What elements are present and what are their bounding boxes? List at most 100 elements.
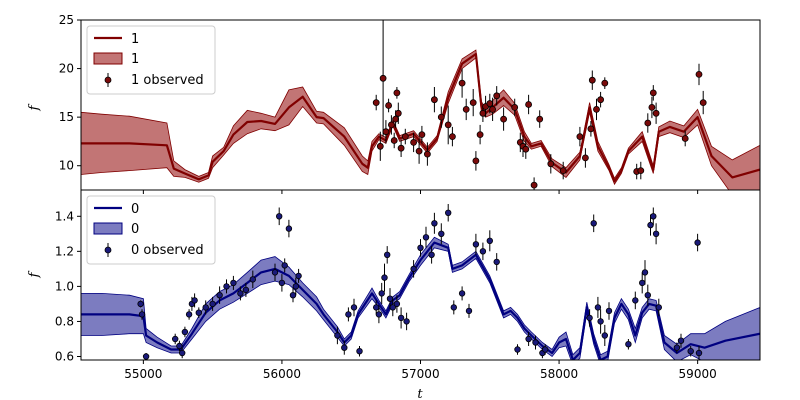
bot-observed-point bbox=[625, 339, 632, 350]
bottom-y-ticks: 0.6 0.8 1.0 1.2 1.4 bbox=[55, 209, 81, 363]
top-observed-point bbox=[652, 102, 660, 124]
top-uncertainty-band bbox=[81, 49, 760, 190]
top-point-marker bbox=[458, 79, 466, 87]
bot-observed-point bbox=[465, 303, 473, 318]
bot-observed-point bbox=[356, 346, 363, 357]
top-observed-point bbox=[379, 20, 387, 137]
bot-point-marker bbox=[178, 349, 186, 357]
bot-observed-point bbox=[652, 223, 660, 245]
top-point-marker bbox=[462, 106, 470, 113]
bot-point-marker bbox=[652, 230, 660, 237]
bot-observed-point bbox=[586, 309, 593, 327]
bot-observed-point bbox=[341, 340, 348, 355]
top-point-marker bbox=[587, 125, 595, 133]
bot-point-marker bbox=[386, 295, 394, 302]
bot-point-marker bbox=[271, 269, 279, 276]
bot-observed-point bbox=[378, 282, 385, 304]
top-observed-point bbox=[382, 120, 390, 144]
bottom-legend-band-label: 0 bbox=[131, 222, 139, 237]
bot-point-marker bbox=[479, 248, 487, 255]
top-point-marker bbox=[423, 150, 431, 158]
bot-x-tick-label: 55000 bbox=[124, 367, 162, 381]
bottom-legend-band-swatch bbox=[93, 222, 123, 235]
top-observed-point bbox=[530, 177, 538, 190]
top-plot-area bbox=[81, 20, 760, 190]
top-point-marker bbox=[401, 133, 409, 141]
bot-point-marker bbox=[237, 290, 244, 297]
top-point-marker bbox=[418, 131, 426, 139]
bot-observed-point bbox=[202, 300, 209, 315]
bot-observed-point bbox=[138, 309, 146, 320]
top-point-marker bbox=[500, 115, 508, 123]
top-observed-point bbox=[385, 98, 393, 113]
bottom-legend-point-swatch bbox=[104, 246, 112, 254]
bot-observed-point bbox=[673, 342, 681, 353]
bot-observed-point bbox=[249, 270, 256, 289]
top-observed-point bbox=[401, 128, 409, 145]
top-y-tick-label: 10 bbox=[59, 159, 74, 173]
bot-point-marker bbox=[647, 221, 654, 229]
top-point-marker bbox=[644, 119, 652, 127]
top-observed-point bbox=[458, 68, 466, 98]
bot-point-marker bbox=[276, 213, 283, 220]
bot-y-tick-label: 0.6 bbox=[55, 349, 74, 363]
top-point-marker bbox=[387, 121, 395, 129]
bot-observed-point bbox=[345, 307, 352, 322]
top-observed-point bbox=[415, 138, 423, 164]
top-observed-point bbox=[376, 131, 384, 161]
bot-observed-point bbox=[403, 312, 410, 331]
top-point-marker bbox=[437, 113, 445, 121]
top-point-marker bbox=[444, 121, 452, 129]
bot-point-marker bbox=[384, 251, 391, 258]
top-observed-point bbox=[695, 63, 703, 86]
top-observed-point bbox=[423, 142, 431, 166]
bot-point-marker bbox=[171, 335, 179, 343]
bot-observed-point bbox=[281, 258, 288, 273]
top-point-marker bbox=[597, 96, 604, 104]
top-point-marker bbox=[415, 147, 423, 155]
top-observed-point bbox=[489, 97, 497, 121]
bot-point-marker bbox=[191, 297, 198, 304]
top-observed-point bbox=[393, 87, 401, 99]
bot-observed-point bbox=[410, 260, 417, 278]
bot-point-marker bbox=[292, 283, 299, 290]
bot-point-marker bbox=[185, 311, 193, 318]
bottom-legend-line-label: 0 bbox=[131, 202, 139, 217]
bot-observed-point bbox=[185, 309, 193, 320]
bot-observed-point bbox=[525, 332, 532, 346]
bot-observed-point bbox=[137, 300, 144, 308]
bot-observed-point bbox=[285, 219, 293, 238]
top-point-marker bbox=[448, 133, 456, 141]
bot-observed-point bbox=[142, 353, 150, 360]
bot-x-tick-label: 59000 bbox=[679, 367, 717, 381]
top-point-marker bbox=[536, 115, 544, 123]
bot-observed-point bbox=[479, 242, 487, 261]
bot-observed-point bbox=[493, 253, 500, 271]
bot-point-marker bbox=[597, 318, 604, 325]
bot-observed-point bbox=[216, 286, 223, 304]
top-observed-point bbox=[444, 105, 452, 145]
top-point-marker bbox=[681, 135, 689, 142]
bot-observed-point bbox=[450, 300, 457, 315]
bot-observed-point bbox=[393, 295, 401, 313]
bot-point-marker bbox=[341, 344, 348, 351]
bot-point-marker bbox=[209, 300, 216, 308]
bot-point-marker bbox=[673, 344, 681, 351]
bot-point-marker bbox=[216, 292, 223, 299]
top-observed-point bbox=[448, 126, 456, 147]
bot-observed-point bbox=[176, 340, 183, 352]
bot-point-marker bbox=[285, 225, 293, 232]
bot-observed-point bbox=[590, 214, 597, 233]
bot-observed-point bbox=[677, 333, 685, 348]
top-point-marker bbox=[410, 138, 418, 146]
bot-observed-point bbox=[601, 324, 608, 346]
bot-point-marker bbox=[403, 318, 410, 325]
top-y-axis-label: f bbox=[27, 103, 42, 111]
bot-observed-point bbox=[276, 207, 283, 226]
bot-observed-point bbox=[486, 230, 493, 252]
top-observed-point bbox=[582, 148, 589, 168]
top-point-marker bbox=[382, 128, 390, 136]
top-point-marker bbox=[394, 109, 402, 117]
bottom-panel: 0.6 0.8 1.0 1.2 1.4 55000 56000 57000 58000 5900… bbox=[27, 189, 761, 400]
bot-point-marker bbox=[356, 348, 363, 355]
